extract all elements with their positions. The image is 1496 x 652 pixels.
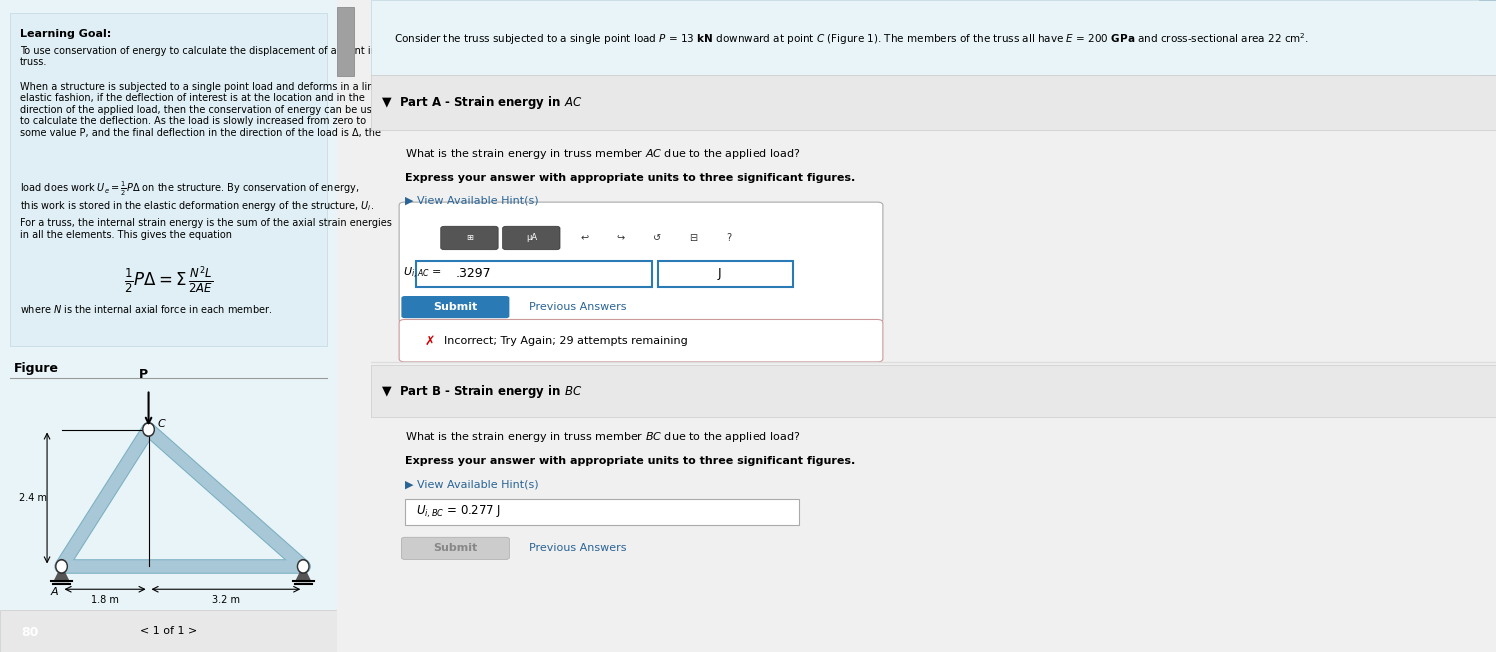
FancyBboxPatch shape <box>405 499 799 525</box>
Text: $\frac{1}{2}P\Delta = \Sigma\,\frac{N^2 L}{2AE}$: $\frac{1}{2}P\Delta = \Sigma\,\frac{N^2 … <box>124 264 212 295</box>
Circle shape <box>298 559 310 573</box>
Text: ↺: ↺ <box>652 233 661 243</box>
FancyBboxPatch shape <box>371 365 1496 417</box>
Text: For a truss, the internal strain energy is the sum of the axial strain energies
: For a truss, the internal strain energy … <box>21 218 392 240</box>
Text: Submit: Submit <box>434 302 477 312</box>
Text: 1.8 m: 1.8 m <box>91 595 120 604</box>
Text: this work is stored in the elastic deformation energy of the structure, $U_i$.: this work is stored in the elastic defor… <box>21 199 374 213</box>
Text: When a structure is subjected to a single point load and deforms in a linear-
el: When a structure is subjected to a singl… <box>21 82 392 138</box>
FancyBboxPatch shape <box>401 296 509 318</box>
Polygon shape <box>54 567 69 582</box>
Text: ▼: ▼ <box>383 96 392 109</box>
FancyBboxPatch shape <box>658 261 793 287</box>
Text: Incorrect; Try Again; 29 attempts remaining: Incorrect; Try Again; 29 attempts remain… <box>444 336 688 346</box>
Text: C: C <box>157 419 165 428</box>
FancyBboxPatch shape <box>371 0 1496 75</box>
Text: < 1 of 1 >: < 1 of 1 > <box>139 626 197 636</box>
Text: ?: ? <box>726 233 732 243</box>
Circle shape <box>144 424 153 435</box>
Text: Previous Answers: Previous Answers <box>528 543 625 554</box>
Text: $U_{i,BC}$ = 0.277 J: $U_{i,BC}$ = 0.277 J <box>416 504 501 520</box>
FancyBboxPatch shape <box>0 0 337 652</box>
Text: ▶ View Available Hint(s): ▶ View Available Hint(s) <box>405 479 539 489</box>
Text: To use conservation of energy to calculate the displacement of a point in a
trus: To use conservation of energy to calcula… <box>21 46 386 67</box>
FancyBboxPatch shape <box>371 75 1496 130</box>
Circle shape <box>55 559 67 573</box>
Text: 2.4 m: 2.4 m <box>18 493 46 503</box>
Text: 3.2 m: 3.2 m <box>212 595 239 604</box>
Text: where $N$ is the internal axial force in each member.: where $N$ is the internal axial force in… <box>21 303 272 315</box>
Text: Part A - Strain energy in $AC$: Part A - Strain energy in $AC$ <box>399 94 582 111</box>
Text: ↩: ↩ <box>580 233 589 243</box>
Circle shape <box>299 561 308 572</box>
Text: load does work $U_e = \frac{1}{2}P\Delta$ on the structure. By conservation of e: load does work $U_e = \frac{1}{2}P\Delta… <box>21 179 359 198</box>
FancyBboxPatch shape <box>1480 0 1496 78</box>
FancyBboxPatch shape <box>401 537 509 559</box>
Text: Learning Goal:: Learning Goal: <box>21 29 111 39</box>
Text: J: J <box>718 267 721 280</box>
Polygon shape <box>296 567 311 582</box>
Text: .3297: .3297 <box>455 267 491 280</box>
Text: ✗: ✗ <box>425 334 435 348</box>
Text: Consider the truss subjected to a single point load $P$ = 13 $\bf{kN}$ downward : Consider the truss subjected to a single… <box>393 31 1309 47</box>
FancyBboxPatch shape <box>338 7 353 76</box>
Text: Submit: Submit <box>434 543 477 554</box>
FancyBboxPatch shape <box>0 610 337 652</box>
Text: $U_{i,AC}$ =: $U_{i,AC}$ = <box>402 266 441 282</box>
Text: ▼: ▼ <box>383 385 392 398</box>
Text: ▶ View Available Hint(s): ▶ View Available Hint(s) <box>405 196 539 205</box>
Text: Express your answer with appropriate units to three significant figures.: Express your answer with appropriate uni… <box>405 173 856 183</box>
FancyBboxPatch shape <box>399 319 883 362</box>
Text: 80: 80 <box>21 626 39 639</box>
Text: What is the strain energy in truss member $AC$ due to the applied load?: What is the strain energy in truss membe… <box>405 147 800 160</box>
FancyBboxPatch shape <box>503 226 560 250</box>
Text: ⊞: ⊞ <box>465 233 473 243</box>
Text: μA: μA <box>525 233 537 243</box>
Text: ↪: ↪ <box>616 233 625 243</box>
FancyBboxPatch shape <box>10 13 326 346</box>
Text: Part B - Strain energy in $BC$: Part B - Strain energy in $BC$ <box>399 383 582 400</box>
FancyBboxPatch shape <box>399 202 883 323</box>
Text: What is the strain energy in truss member $BC$ due to the applied load?: What is the strain energy in truss membe… <box>405 430 800 444</box>
Text: A: A <box>51 587 58 597</box>
Circle shape <box>142 422 154 436</box>
FancyBboxPatch shape <box>441 226 498 250</box>
Text: Express your answer with appropriate units to three significant figures.: Express your answer with appropriate uni… <box>405 456 856 466</box>
Text: Previous Answers: Previous Answers <box>528 302 625 312</box>
Text: Figure: Figure <box>13 362 58 375</box>
Circle shape <box>57 561 66 572</box>
Text: ⊟: ⊟ <box>688 233 697 243</box>
FancyBboxPatch shape <box>416 261 652 287</box>
Text: P: P <box>139 368 148 381</box>
